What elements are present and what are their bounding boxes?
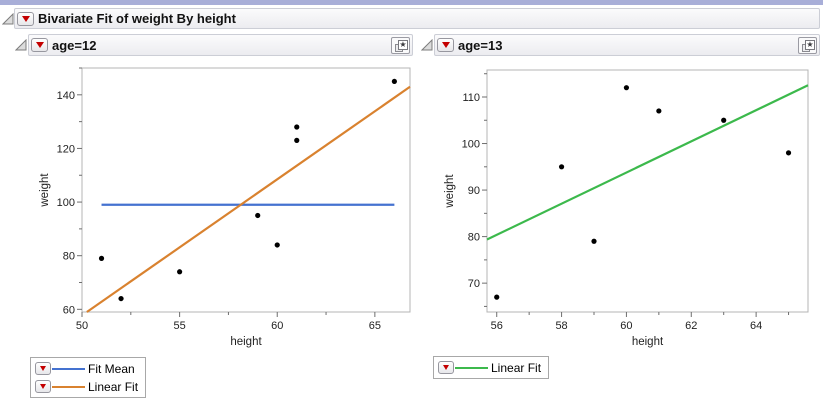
legend-row-fit-mean: Fit Mean [35, 361, 138, 376]
data-point[interactable] [623, 85, 630, 91]
linear-fit-line-swatch [455, 366, 488, 369]
fit-line-linear-fit [486, 84, 809, 241]
x-tick-label: 56 [491, 320, 503, 332]
fit-mean-line-swatch [52, 367, 85, 370]
disclosure-triangle-icon[interactable] [421, 39, 433, 51]
plot-frame [81, 67, 411, 313]
red-triangle-menu-button[interactable] [17, 11, 34, 26]
data-point[interactable] [294, 137, 300, 143]
y-axis-label: weight [444, 174, 456, 209]
x-tick-label: 65 [369, 320, 381, 332]
data-point[interactable] [656, 108, 662, 114]
data-point[interactable] [494, 294, 500, 300]
legend-label: Linear Fit [88, 379, 139, 394]
y-tick-label: 90 [468, 185, 480, 197]
panel-header-age-12: age=12 ★ [28, 34, 413, 56]
data-point[interactable] [177, 269, 183, 275]
plot-svg: 50 55 60 65 60 80 100 120 140 height weight [39, 67, 411, 348]
y-tick-label: 100 [57, 197, 75, 209]
legend-row-linear-fit: Linear Fit [438, 360, 541, 375]
legend-age-13: Linear Fit [433, 356, 550, 379]
x-tick-label: 55 [173, 320, 185, 332]
plot-frame [486, 69, 809, 313]
y-tick-label: 140 [57, 90, 75, 102]
y-tick-label: 120 [57, 143, 75, 155]
bookmark-button[interactable]: ★ [391, 36, 410, 54]
scatter-plot-age-12: 50 55 60 65 60 80 100 120 140 height weight [36, 60, 416, 352]
star-icon: ★ [805, 39, 815, 50]
legend-label: Linear Fit [491, 360, 542, 375]
data-point[interactable] [274, 242, 280, 248]
scatter-plot-age-13: 56 58 60 62 64 70 80 90 100 110 height weight [441, 60, 821, 352]
red-triangle-icon [40, 366, 46, 371]
disclosure-triangle-icon[interactable] [2, 13, 14, 25]
y-tick-label: 80 [468, 232, 480, 244]
star-icon: ★ [398, 39, 408, 50]
data-point[interactable] [721, 117, 727, 123]
y-tick-label: 80 [63, 251, 75, 263]
legend-label: Fit Mean [88, 361, 135, 376]
bookmark-button[interactable]: ★ [798, 36, 817, 54]
plot-svg: 56 58 60 62 64 70 80 90 100 110 height weight [444, 69, 809, 348]
y-tick-label: 60 [63, 304, 75, 316]
legend-row-linear-fit: Linear Fit [35, 379, 138, 394]
y-axis-label: weight [39, 173, 51, 208]
red-triangle-menu-button[interactable] [35, 380, 51, 393]
red-triangle-icon [441, 42, 450, 48]
x-tick-label: 50 [76, 320, 88, 332]
disclosure-triangle-icon[interactable] [15, 39, 27, 51]
red-triangle-menu-button[interactable] [31, 38, 48, 52]
legend-age-12: Fit Mean Linear Fit [30, 357, 147, 398]
data-point[interactable] [391, 78, 397, 85]
window-top-strip [0, 0, 823, 5]
panel-header-age-13: age=13 ★ [434, 34, 820, 56]
main-outline-header: Bivariate Fit of weight By height [14, 8, 820, 29]
panel-title: age=13 [458, 37, 503, 53]
red-triangle-icon [21, 15, 30, 22]
data-point[interactable] [294, 124, 300, 130]
x-axis-label: height [632, 336, 664, 348]
red-triangle-icon [40, 384, 46, 389]
red-triangle-menu-button[interactable] [437, 38, 454, 52]
y-tick-label: 110 [462, 92, 480, 104]
y-tick-label: 70 [468, 278, 480, 290]
report-title: Bivariate Fit of weight By height [38, 11, 236, 26]
data-point[interactable] [785, 150, 792, 156]
x-tick-label: 60 [271, 320, 283, 332]
y-tick-label: 100 [462, 139, 480, 151]
red-triangle-icon [443, 365, 449, 370]
x-axis-label: height [230, 336, 262, 348]
x-tick-label: 62 [685, 320, 697, 332]
panel-title: age=12 [52, 37, 97, 53]
x-tick-label: 64 [750, 320, 762, 332]
red-triangle-menu-button[interactable] [35, 362, 51, 375]
x-tick-label: 60 [620, 320, 632, 332]
red-triangle-icon [35, 42, 44, 48]
fit-line-linear-fit [86, 85, 411, 313]
data-point[interactable] [255, 212, 261, 219]
data-point[interactable] [118, 295, 124, 302]
data-point[interactable] [558, 164, 565, 170]
data-point[interactable] [98, 255, 105, 261]
red-triangle-menu-button[interactable] [438, 361, 454, 374]
data-point[interactable] [591, 238, 597, 244]
x-tick-label: 58 [555, 320, 567, 332]
linear-fit-line-swatch [52, 385, 85, 388]
